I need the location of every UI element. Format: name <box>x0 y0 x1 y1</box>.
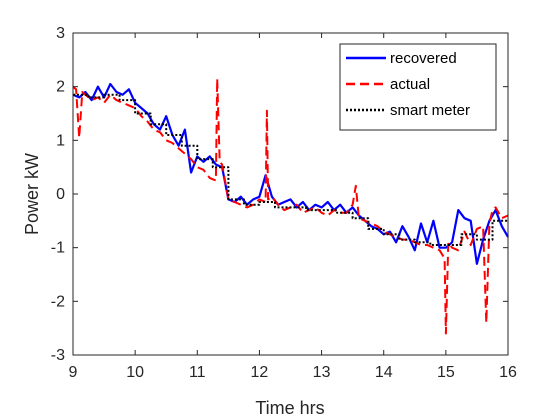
y-tick-label: -2 <box>51 293 65 310</box>
y-tick-label: 1 <box>56 132 65 149</box>
x-tick-label: 16 <box>499 364 517 381</box>
y-tick-label: 0 <box>56 186 65 203</box>
series-line-recovered <box>72 82 509 265</box>
x-tick-label: 11 <box>189 364 206 381</box>
y-tick-label: 2 <box>56 79 65 96</box>
legend-label-recovered: recovered <box>390 50 457 67</box>
y-axis-label: Power kW <box>22 153 42 235</box>
x-tick-label: 9 <box>69 364 78 381</box>
legend: recovered actual smart meter <box>339 43 497 131</box>
x-tick-label: 14 <box>375 364 393 381</box>
x-tick-label: 15 <box>437 364 455 381</box>
series-line-smart-meter <box>73 93 508 246</box>
x-tick-label: 13 <box>313 364 331 381</box>
x-axis-label: Time hrs <box>255 398 324 418</box>
y-tick-label: 3 <box>56 25 65 42</box>
x-tick-label: 10 <box>126 364 144 381</box>
y-tick-label: -3 <box>51 347 65 364</box>
y-tick-label: -1 <box>51 240 65 257</box>
legend-label-actual: actual <box>390 76 430 93</box>
x-tick-label: 12 <box>251 364 269 381</box>
series-line-actual <box>72 77 509 335</box>
legend-label-smart-meter: smart meter <box>390 102 470 119</box>
